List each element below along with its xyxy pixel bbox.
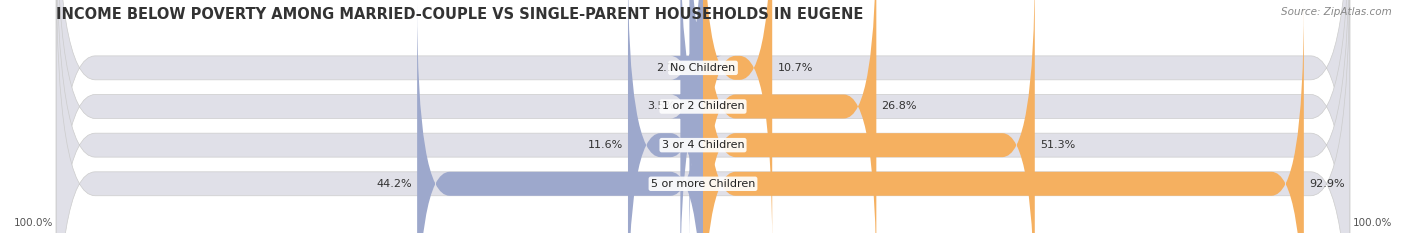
Text: 44.2%: 44.2% — [377, 179, 412, 189]
Text: 3 or 4 Children: 3 or 4 Children — [662, 140, 744, 150]
FancyBboxPatch shape — [56, 0, 1350, 233]
FancyBboxPatch shape — [671, 0, 713, 233]
FancyBboxPatch shape — [628, 0, 703, 233]
FancyBboxPatch shape — [56, 0, 1350, 233]
Text: 1 or 2 Children: 1 or 2 Children — [662, 102, 744, 112]
Text: Source: ZipAtlas.com: Source: ZipAtlas.com — [1281, 7, 1392, 17]
FancyBboxPatch shape — [671, 0, 721, 233]
FancyBboxPatch shape — [703, 0, 876, 233]
Text: 3.5%: 3.5% — [647, 102, 675, 112]
Text: 11.6%: 11.6% — [588, 140, 623, 150]
Text: 100.0%: 100.0% — [1353, 218, 1392, 228]
Text: 26.8%: 26.8% — [882, 102, 917, 112]
Text: 100.0%: 100.0% — [14, 218, 53, 228]
Text: INCOME BELOW POVERTY AMONG MARRIED-COUPLE VS SINGLE-PARENT HOUSEHOLDS IN EUGENE: INCOME BELOW POVERTY AMONG MARRIED-COUPL… — [56, 7, 863, 22]
Text: 92.9%: 92.9% — [1309, 179, 1344, 189]
Text: 5 or more Children: 5 or more Children — [651, 179, 755, 189]
FancyBboxPatch shape — [56, 0, 1350, 233]
FancyBboxPatch shape — [703, 0, 1035, 233]
FancyBboxPatch shape — [703, 0, 772, 233]
Text: 51.3%: 51.3% — [1040, 140, 1076, 150]
Text: 10.7%: 10.7% — [778, 63, 813, 73]
FancyBboxPatch shape — [56, 0, 1350, 233]
FancyBboxPatch shape — [418, 3, 703, 233]
Text: 2.1%: 2.1% — [655, 63, 685, 73]
Text: No Children: No Children — [671, 63, 735, 73]
FancyBboxPatch shape — [703, 3, 1303, 233]
